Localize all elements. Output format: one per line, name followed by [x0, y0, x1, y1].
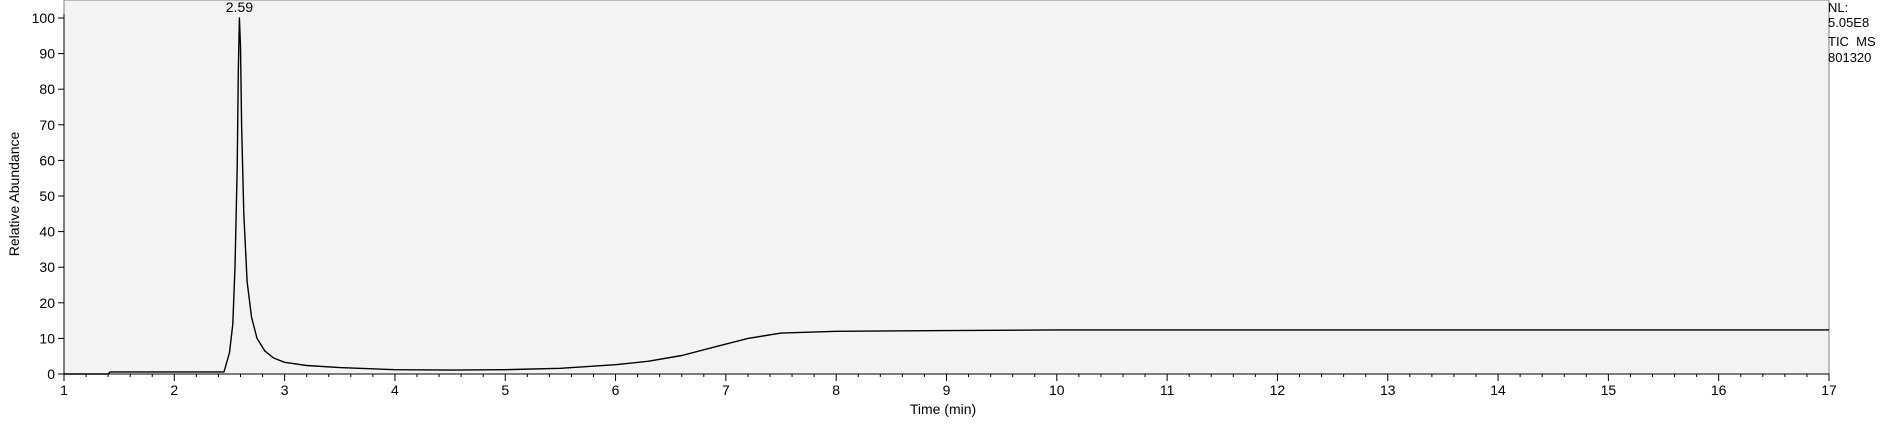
x-tick-label: 9: [943, 382, 951, 398]
y-axis: 0 10 20 30 40 50 60 70 80 90 100: [32, 10, 65, 382]
x-tick-label: 16: [1711, 382, 1727, 398]
nl-label: NL:: [1828, 0, 1848, 15]
trace-type: TIC MS: [1828, 34, 1876, 49]
y-tick-label: 20: [39, 295, 55, 311]
x-tick-label: 8: [832, 382, 840, 398]
nl-value: 5.05E8: [1828, 15, 1869, 30]
y-tick-label: 40: [39, 224, 55, 240]
y-tick-label: 0: [47, 366, 55, 382]
x-tick-label: 7: [722, 382, 730, 398]
x-tick-label: 14: [1490, 382, 1506, 398]
peak-label: 2.59: [226, 0, 253, 15]
x-tick-label: 17: [1821, 382, 1837, 398]
x-axis: 1 2 3 4 5 6 7 8 9 10 11 12 13 14 15 16 17: [60, 373, 1837, 398]
x-tick-label: 11: [1160, 382, 1175, 398]
x-tick-label: 2: [170, 382, 178, 398]
x-tick-label: 3: [281, 382, 289, 398]
sample-id: 801320: [1828, 50, 1871, 65]
y-tick-label: 90: [39, 46, 55, 62]
plot-area: [63, 0, 1830, 375]
y-tick-label: 100: [32, 10, 56, 26]
x-tick-label: 12: [1270, 382, 1286, 398]
x-axis-title: Time (min): [910, 401, 976, 417]
y-tick-label: 30: [39, 259, 55, 275]
y-tick-label: 10: [39, 330, 55, 346]
y-tick-label: 70: [39, 117, 55, 133]
x-tick-label: 10: [1049, 382, 1065, 398]
tic-trace-line: [64, 17, 1829, 375]
x-tick-label: 6: [612, 382, 620, 398]
x-tick-label: 5: [501, 382, 509, 398]
x-tick-label: 13: [1380, 382, 1396, 398]
y-tick-label: 60: [39, 152, 55, 168]
y-axis-title: Relative Abundance: [6, 132, 22, 257]
y-tick-label: 80: [39, 81, 55, 97]
y-tick-label: 50: [39, 188, 55, 204]
x-tick-label: 1: [60, 382, 68, 398]
x-tick-label: 15: [1601, 382, 1617, 398]
peak-labels: 2.59: [226, 0, 253, 15]
x-tick-label: 4: [391, 382, 399, 398]
